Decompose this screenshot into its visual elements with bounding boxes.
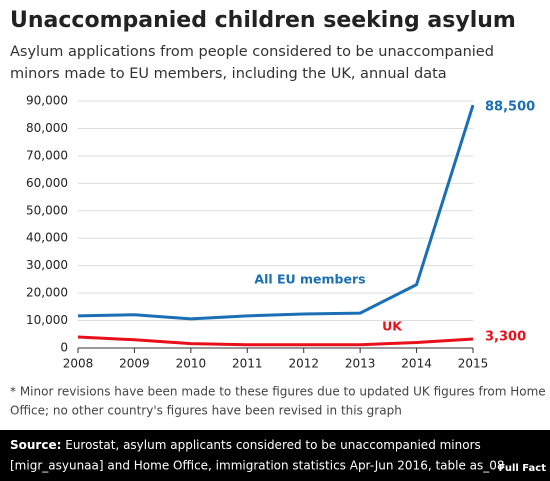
footnote: Office; no other country's figures have … xyxy=(10,404,402,418)
y-tick-label: 30,000 xyxy=(26,258,68,272)
chart-title: Unaccompanied children seeking asylum xyxy=(10,8,516,33)
x-tick-label: 2014 xyxy=(401,357,432,371)
y-tick-label: 70,000 xyxy=(26,148,68,162)
x-tick-label: 2015 xyxy=(458,357,489,371)
series-label: UK xyxy=(382,319,403,334)
y-tick-label: 20,000 xyxy=(26,286,68,300)
source-line: [migr_asyunaa] and Home Office, immigrat… xyxy=(10,459,505,473)
y-tick-label: 50,000 xyxy=(26,203,68,217)
y-tick-label: 0 xyxy=(60,341,68,355)
logo: Full Fact xyxy=(499,463,547,474)
source-text: Source: Eurostat, asylum applicants cons… xyxy=(10,438,481,452)
source-band xyxy=(0,430,550,481)
footnote: * Minor revisions have been made to thes… xyxy=(10,385,546,399)
y-tick-label: 60,000 xyxy=(26,176,68,190)
source-line: Eurostat, asylum applicants considered t… xyxy=(65,438,481,452)
subtitle: Asylum applications from people consider… xyxy=(10,44,494,60)
y-tick-label: 90,000 xyxy=(26,94,68,108)
series-label: All EU members xyxy=(254,272,365,287)
subtitle: minors made to EU members, including the… xyxy=(10,66,447,82)
value-label: 88,500 xyxy=(485,100,535,115)
x-tick-label: 2009 xyxy=(119,357,150,371)
value-label: 3,300 xyxy=(485,329,526,344)
x-tick-label: 2008 xyxy=(63,357,94,371)
y-tick-label: 40,000 xyxy=(26,231,68,245)
y-tick-label: 80,000 xyxy=(26,121,68,135)
x-tick-label: 2012 xyxy=(288,357,319,371)
series-line xyxy=(77,335,474,347)
x-tick-label: 2013 xyxy=(345,357,376,371)
y-tick-label: 10,000 xyxy=(26,313,68,327)
x-tick-label: 2011 xyxy=(232,357,263,371)
x-tick-label: 2010 xyxy=(176,357,207,371)
series-line xyxy=(77,104,475,321)
source-label: Source: xyxy=(10,438,61,452)
